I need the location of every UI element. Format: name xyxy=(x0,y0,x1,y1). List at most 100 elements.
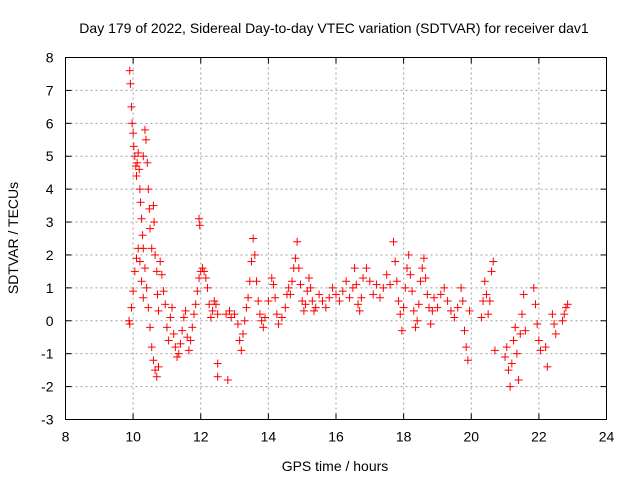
data-point xyxy=(421,273,430,282)
data-point xyxy=(154,362,163,371)
data-point xyxy=(365,277,374,286)
data-point xyxy=(269,280,278,289)
data-point xyxy=(126,79,135,88)
y-tick-label: 1 xyxy=(46,280,54,296)
data-point xyxy=(252,277,261,286)
data-point xyxy=(146,323,155,332)
data-point xyxy=(303,287,312,296)
data-point xyxy=(529,283,538,292)
y-tick-label: 8 xyxy=(46,50,54,66)
data-point xyxy=(227,313,236,322)
data-point xyxy=(487,267,496,276)
data-point xyxy=(440,283,449,292)
data-point xyxy=(147,244,156,253)
data-point xyxy=(237,346,246,355)
data-point xyxy=(132,254,141,263)
data-point xyxy=(281,303,290,312)
data-point xyxy=(239,329,248,338)
data-point xyxy=(184,346,193,355)
data-point xyxy=(345,293,354,302)
data-point xyxy=(257,316,266,325)
data-point xyxy=(143,158,152,167)
data-point xyxy=(130,267,139,276)
data-point xyxy=(507,359,516,368)
data-point xyxy=(149,356,158,365)
data-point xyxy=(128,119,137,128)
data-point xyxy=(142,283,151,292)
data-point xyxy=(137,214,146,223)
data-point xyxy=(311,303,320,312)
data-point xyxy=(254,297,263,306)
data-point xyxy=(382,270,391,279)
data-point xyxy=(136,198,145,207)
data-point xyxy=(399,303,408,312)
data-point xyxy=(397,326,406,335)
y-tick-label: 0 xyxy=(46,313,54,329)
data-point xyxy=(201,273,210,282)
data-point xyxy=(521,326,530,335)
data-point xyxy=(135,185,144,194)
data-point xyxy=(208,306,217,315)
data-point xyxy=(193,287,202,296)
data-point xyxy=(152,372,161,381)
data-point xyxy=(558,316,567,325)
data-point xyxy=(151,366,160,375)
data-point xyxy=(213,359,222,368)
data-point xyxy=(411,323,420,332)
data-point xyxy=(129,142,138,151)
data-point xyxy=(230,310,239,319)
data-point xyxy=(501,352,510,361)
data-point xyxy=(541,343,550,352)
data-point xyxy=(561,303,570,312)
data-point xyxy=(357,293,366,302)
data-point xyxy=(416,277,425,286)
data-point xyxy=(306,283,315,292)
chart-title: Day 179 of 2022, Sidereal Day-to-day VTE… xyxy=(79,20,589,36)
x-tick-label: 14 xyxy=(261,429,277,445)
data-point xyxy=(504,366,513,375)
data-point xyxy=(477,313,486,322)
y-tick-label: 7 xyxy=(46,82,54,98)
data-point xyxy=(462,343,471,352)
data-point xyxy=(463,356,472,365)
data-point xyxy=(392,277,401,286)
data-point xyxy=(517,310,526,319)
data-point xyxy=(298,297,307,306)
data-point xyxy=(255,310,264,319)
data-point xyxy=(157,270,166,279)
data-point xyxy=(308,297,317,306)
data-point xyxy=(141,135,150,144)
data-point xyxy=(342,277,351,286)
data-point xyxy=(536,346,545,355)
data-point xyxy=(272,310,281,319)
data-point xyxy=(154,306,163,315)
data-point xyxy=(386,280,395,289)
data-point xyxy=(195,214,204,223)
data-point xyxy=(443,297,452,306)
data-point xyxy=(132,171,141,180)
data-point xyxy=(304,273,313,282)
data-point xyxy=(284,283,293,292)
data-point xyxy=(418,264,427,273)
x-tick-label: 16 xyxy=(328,429,344,445)
data-point xyxy=(247,257,256,266)
data-point xyxy=(453,303,462,312)
data-point xyxy=(130,152,139,161)
x-tick-label: 18 xyxy=(396,429,412,445)
data-point xyxy=(490,346,499,355)
data-point xyxy=(423,290,432,299)
data-point xyxy=(174,349,183,358)
data-point xyxy=(235,336,244,345)
data-point xyxy=(419,254,428,263)
data-point xyxy=(318,297,327,306)
x-tick-label: 20 xyxy=(463,429,479,445)
data-point xyxy=(482,290,491,299)
data-point xyxy=(294,264,303,273)
data-point xyxy=(259,323,268,332)
data-point xyxy=(338,287,347,296)
data-point xyxy=(133,158,142,167)
data-point xyxy=(210,297,219,306)
